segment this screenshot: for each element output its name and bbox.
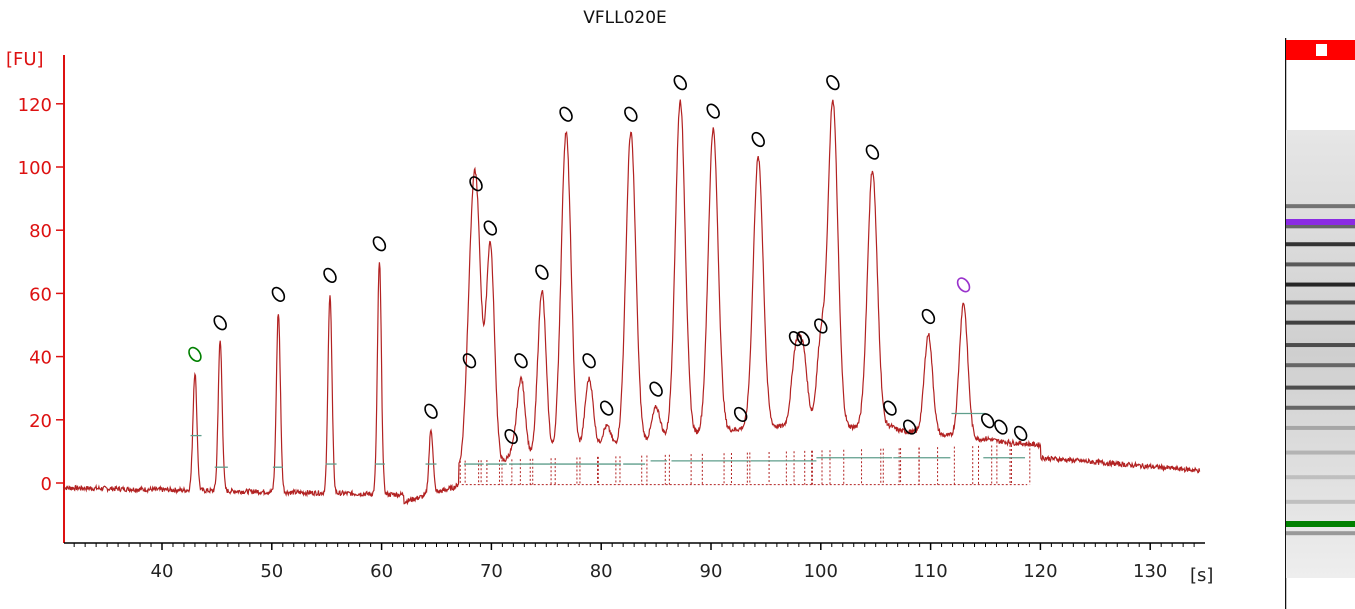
peak-marker: [796, 331, 810, 347]
gel-band: [1286, 343, 1355, 348]
gel-band: [1286, 385, 1355, 390]
peak-marker: [323, 267, 337, 283]
x-tick-label: 50: [260, 561, 283, 582]
x-tick-label: 120: [1023, 561, 1057, 582]
gel-top-marker-icon: [1316, 44, 1327, 56]
y-tick-label: 120: [18, 95, 52, 116]
x-tick-label: 130: [1133, 561, 1167, 582]
electropherogram-trace: [62, 99, 1201, 506]
chart-title: VFLL020E: [583, 8, 667, 28]
peak-marker: [599, 400, 614, 416]
gel-band: [1286, 204, 1355, 209]
gel-lower-marker-band: [1286, 521, 1355, 527]
peak-marker: [733, 406, 748, 423]
gel-band: [1286, 224, 1355, 229]
peak-marker: [814, 318, 828, 334]
y-tick-label: 40: [29, 348, 52, 369]
peak-marker: [956, 277, 971, 293]
peak-marker: [826, 75, 840, 91]
peak-marker: [462, 353, 477, 369]
x-tick-label: 90: [700, 561, 723, 582]
peak-marker: [559, 106, 573, 122]
gel-band: [1286, 475, 1355, 480]
peak-marker: [788, 331, 803, 347]
peak-marker: [706, 103, 720, 119]
x-tick-label: 80: [590, 561, 613, 582]
gel-band: [1286, 300, 1355, 305]
peak-marker: [902, 419, 917, 435]
gel-lane-body: [1286, 130, 1355, 578]
y-tick-label: 20: [29, 411, 52, 432]
gel-lane: [1285, 38, 1355, 609]
peak-marker: [504, 428, 518, 445]
peak-marker: [673, 75, 687, 91]
electropherogram-plot: 0 20 40 60 80 100 120 [FU] 40 50 60 70 80 90 100 110 120…: [6, 49, 1213, 586]
x-axis-label: [s]: [1190, 565, 1213, 586]
y-tick-label: 100: [18, 158, 52, 179]
peak-marker: [865, 144, 880, 160]
gel-band: [1286, 242, 1355, 247]
peak-marker: [994, 419, 1008, 435]
y-tick-label: 60: [29, 284, 52, 305]
x-tick-label: 60: [370, 561, 393, 582]
x-tick-label: 40: [151, 561, 174, 582]
peak-marker: [424, 403, 438, 419]
x-tick-label: 70: [480, 561, 503, 582]
gel-band: [1286, 499, 1355, 504]
gel-band: [1286, 320, 1355, 325]
peak-marker: [624, 106, 638, 122]
gel-band: [1286, 405, 1355, 410]
peak-marker: [535, 264, 549, 280]
peak-marker: [751, 131, 765, 148]
peak-marker: [883, 400, 897, 416]
peak-marker: [469, 176, 483, 192]
y-tick-label: 80: [29, 221, 52, 242]
x-tick-label: 100: [804, 561, 838, 582]
x-tick-label: 110: [913, 561, 947, 582]
y-tick-label: 0: [41, 474, 52, 495]
gel-band: [1286, 282, 1355, 287]
peak-marker: [514, 353, 528, 369]
y-axis-label: [FU]: [6, 49, 44, 70]
gel-band: [1286, 363, 1355, 368]
gel-band: [1286, 425, 1355, 430]
gel-band: [1286, 531, 1355, 536]
peak-marker: [483, 220, 498, 236]
peak-marker: [582, 353, 596, 369]
gel-band: [1286, 262, 1355, 267]
peak-marker: [1013, 425, 1028, 441]
gel-upper-marker-band: [1286, 219, 1355, 225]
peak-marker: [188, 346, 202, 362]
gel-band: [1286, 450, 1355, 455]
peak-marker: [921, 308, 936, 325]
peak-marker: [649, 381, 663, 397]
peak-marker: [372, 236, 387, 252]
peak-marker: [271, 286, 286, 302]
peak-marker: [213, 315, 227, 331]
peak-marker: [980, 413, 995, 429]
